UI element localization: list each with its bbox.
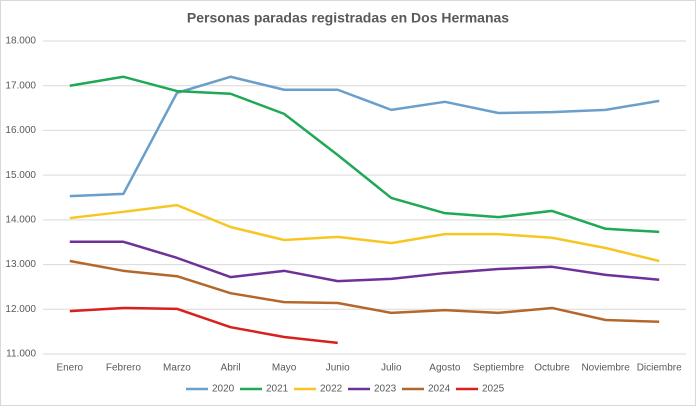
x-tick-label: Octubre [534,363,570,374]
x-tick-label: Enero [56,363,83,374]
y-tick-label: 13.000 [5,259,36,270]
y-tick-label: 17.000 [5,80,36,91]
legend-label: 2024 [428,384,451,395]
y-tick-label: 12.000 [5,304,36,315]
x-tick-label: Marzo [163,363,191,374]
x-tick-label: Junio [326,363,350,374]
series-line [69,75,660,234]
y-tick-label: 16.000 [5,125,36,136]
y-tick-label: 18.000 [5,36,36,47]
y-tick-label: 11.000 [6,349,36,360]
legend-label: 2022 [320,384,343,395]
legend-label: 2023 [374,384,397,395]
y-tick-label: 15.000 [5,170,36,181]
x-tick-label: Mayo [272,363,297,374]
series-line [69,306,338,345]
series-line [69,75,660,198]
x-tick-label: Febrero [106,363,141,374]
y-tick-label: 14.000 [5,214,36,225]
series-line [69,203,660,263]
x-tick-label: Diciembre [637,363,682,374]
chart-title: Personas paradas registradas en Dos Herm… [187,10,509,26]
x-tick-label: Abril [221,363,241,374]
series-line [69,259,660,324]
legend-label: 2021 [266,384,289,395]
series-line [69,240,660,283]
x-tick-label: Noviembre [581,363,630,374]
x-tick-label: Agosto [429,363,461,374]
x-tick-label: Julio [381,363,402,374]
x-tick-label: Septiembre [473,363,525,374]
legend-label: 2025 [482,384,505,395]
legend-label: 2020 [212,384,235,395]
